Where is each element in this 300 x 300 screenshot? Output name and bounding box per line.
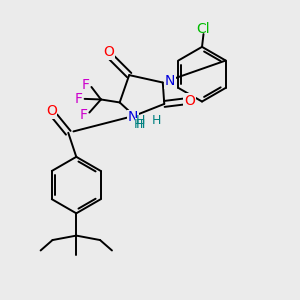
Text: N: N [128, 110, 138, 124]
Text: F: F [80, 108, 88, 122]
Text: O: O [103, 45, 114, 59]
Text: O: O [46, 104, 57, 118]
Text: H: H [136, 114, 145, 127]
Text: F: F [82, 78, 90, 92]
Text: H: H [151, 114, 160, 127]
Text: F: F [75, 92, 83, 106]
Text: N: N [165, 74, 175, 88]
Text: O: O [184, 94, 195, 108]
Text: Cl: Cl [197, 22, 210, 36]
Text: H: H [136, 118, 146, 131]
Text: H: H [134, 118, 143, 130]
